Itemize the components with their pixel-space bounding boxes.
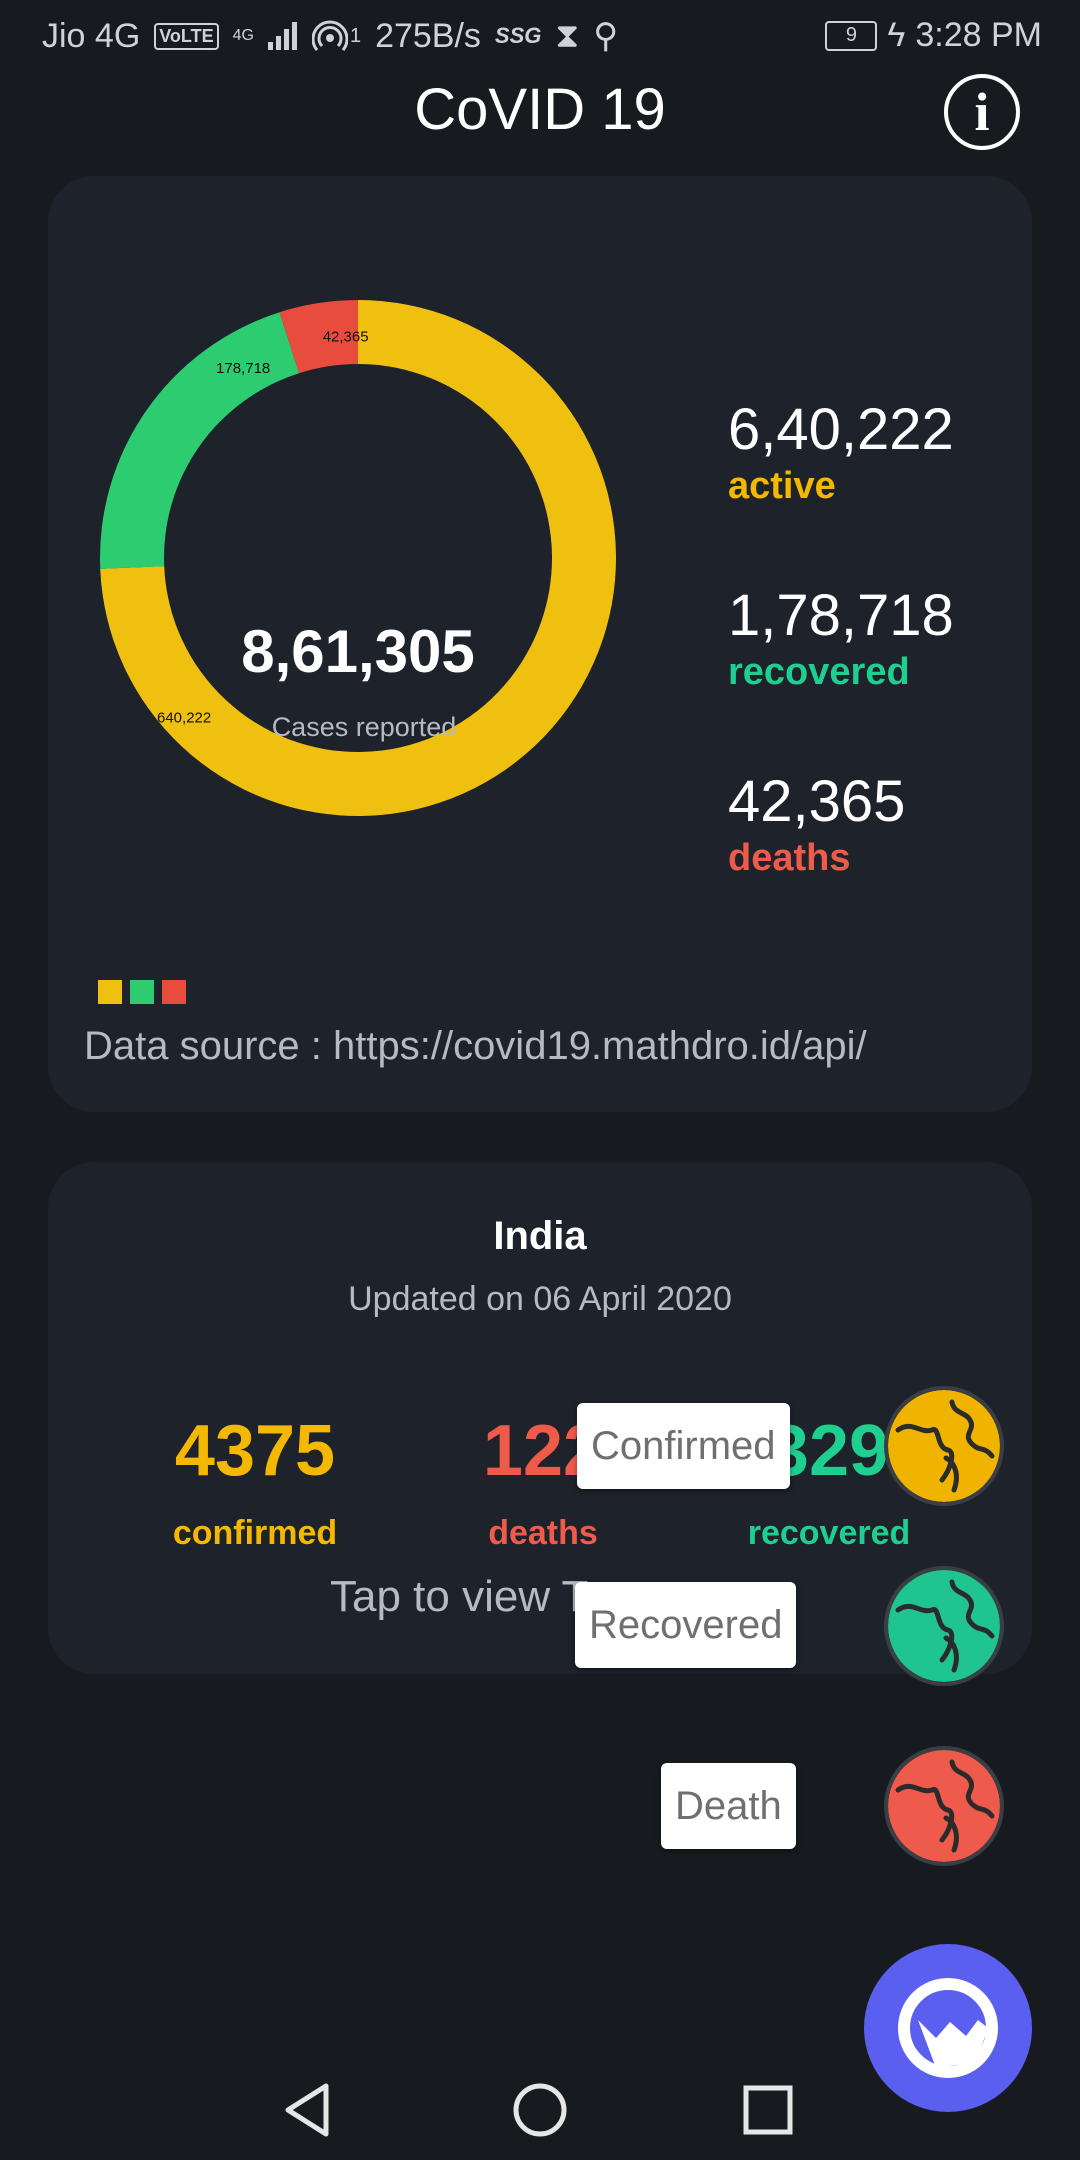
recovered-value: 1,78,718: [728, 583, 954, 648]
recents-icon[interactable]: [728, 2070, 808, 2150]
cases-donut-chart: 640,222 178,718 42,365 8,61,305 Cases repo…: [100, 300, 616, 816]
global-summary-card: 640,222 178,718 42,365 8,61,305 Cases repo…: [48, 176, 1032, 1112]
status-bar: Jio 4G VoLTE 4G 1 275B/s SSG ⧗ ⚲ 9 ϟ 3:2…: [0, 0, 1080, 70]
clock: 3:28 PM: [915, 16, 1042, 54]
death-fab[interactable]: [884, 1746, 1004, 1866]
carrier-label: Jio 4G: [42, 16, 141, 55]
updated-date: Updated on 06 April 2020: [348, 1280, 732, 1318]
country-card[interactable]: India Updated on 06 April 2020 4375 conf…: [48, 1162, 1032, 1674]
recovered-fab[interactable]: [884, 1566, 1004, 1686]
confirmed-fab[interactable]: [884, 1386, 1004, 1506]
legend-swatch-active: [98, 980, 122, 1004]
death-fab-label[interactable]: Death: [661, 1763, 796, 1849]
donut-label-recovered: 178,718: [216, 360, 270, 377]
globe-icon: [888, 1570, 1000, 1682]
donut-slice-recovered: [100, 312, 299, 569]
legend-swatch-recovered: [130, 980, 154, 1004]
active-stat: 6,40,222 active: [728, 396, 954, 508]
navigation-bar: [0, 2060, 1080, 2160]
recovered-stat: 1,78,718 recovered: [728, 582, 954, 694]
battery-icon: 9: [825, 20, 878, 51]
globe-close-icon: [898, 1978, 998, 2078]
ssg-icon: SSG: [494, 23, 542, 48]
confirmed-fab-label[interactable]: Confirmed: [577, 1403, 790, 1489]
total-cases: 8,61,305: [241, 618, 475, 685]
deaths-value: 42,365: [728, 769, 906, 834]
country-recovered-label: recovered: [747, 1514, 911, 1552]
hotspot-count: 1: [349, 24, 362, 47]
total-cases-label: Cases reported: [272, 712, 457, 742]
hotspot-icon: [311, 20, 348, 51]
legend-swatch-deaths: [162, 980, 186, 1004]
country-confirmed: 4375 confirmed: [140, 1410, 370, 1553]
info-button[interactable]: i: [944, 74, 1020, 150]
deaths-label: deaths: [728, 837, 851, 879]
network-speed: 275B/s: [375, 16, 481, 55]
active-value: 6,40,222: [728, 397, 954, 462]
usb-icon: ⚲: [593, 17, 619, 55]
hourglass-icon: ⧗: [555, 16, 580, 55]
donut-label-active: 640,222: [157, 710, 211, 727]
back-icon[interactable]: [268, 2070, 348, 2150]
donut-slice-deaths: [279, 300, 358, 374]
country-deaths-label: deaths: [488, 1514, 598, 1552]
globe-icon: [888, 1390, 1000, 1502]
recovered-fab-label[interactable]: Recovered: [575, 1582, 797, 1668]
globe-icon: [888, 1750, 1000, 1862]
signal-type-label: 4G: [232, 27, 254, 44]
confirmed-label: confirmed: [172, 1514, 338, 1552]
confirmed-value: 4375: [174, 1411, 336, 1491]
active-label: active: [728, 465, 836, 507]
country-name: India: [493, 1214, 587, 1258]
signal-bars-icon: [267, 22, 297, 50]
main-fab[interactable]: [864, 1944, 1032, 2112]
info-icon: i: [974, 82, 990, 142]
charging-icon: ϟ: [887, 16, 906, 54]
home-icon[interactable]: [500, 2070, 580, 2150]
deaths-stat: 42,365 deaths: [728, 768, 905, 880]
recovered-label: recovered: [728, 651, 910, 693]
chart-legend: [98, 980, 186, 1004]
data-source: Data source : https://covid19.mathdro.id…: [84, 1024, 867, 1068]
app-title: CoVID 19: [414, 77, 666, 142]
tap-hint: Tap to view T: [330, 1572, 589, 1621]
volte-icon: VoLTE: [154, 22, 219, 50]
donut-label-deaths: 42,365: [323, 328, 369, 345]
